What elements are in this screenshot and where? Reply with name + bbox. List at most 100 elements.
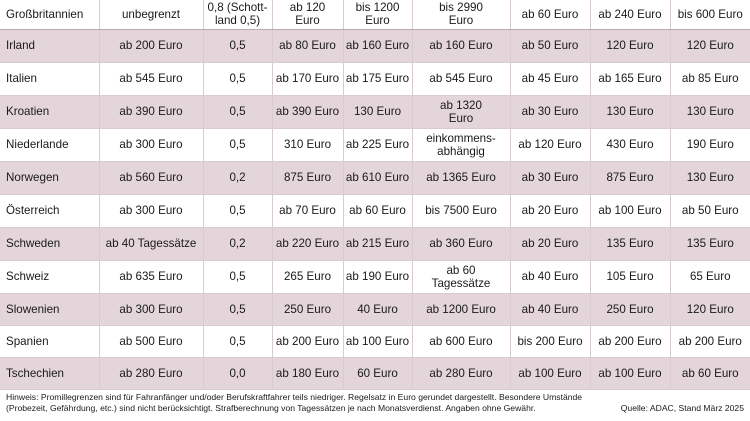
table-row: Niederlande ab 300 Euro 0,5 310 Euro ab 225 … xyxy=(0,128,750,162)
value-cell: 875 Euro xyxy=(589,161,670,195)
value-cell: ab 60 Euro xyxy=(342,194,412,228)
value-cell: 250 Euro xyxy=(271,293,343,326)
value-cell: ab 30 Euro xyxy=(509,161,590,195)
table-footer: Hinweis: Promillegrenzen sind für Fahran… xyxy=(6,392,746,414)
value-cell: 135 Euro xyxy=(589,227,670,261)
value-cell: ab 60 Tagessätze xyxy=(411,260,510,294)
value-cell: 0,2 xyxy=(202,227,272,261)
value-cell: 310 Euro xyxy=(271,128,343,162)
value-cell: ab 80 Euro xyxy=(271,29,343,63)
value-cell: ab 200 Euro xyxy=(98,29,203,63)
value-cell: ab 200 Euro xyxy=(271,325,343,358)
table-row: Tschechien ab 280 Euro 0,0 ab 180 Euro 60 Eu… xyxy=(0,357,750,390)
value-cell: ab 545 Euro xyxy=(98,62,203,96)
value-cell: unbegrenzt xyxy=(98,0,203,30)
value-cell: ab 560 Euro xyxy=(98,161,203,195)
value-cell: ab 360 Euro xyxy=(411,227,510,261)
table-row: Schweden ab 40 Tagessätze 0,2 ab 220 Euro ab… xyxy=(0,227,750,261)
value-cell: ab 610 Euro xyxy=(342,161,412,195)
country-cell: Österreich xyxy=(0,194,99,228)
value-cell: ab 500 Euro xyxy=(98,325,203,358)
value-cell: 130 Euro xyxy=(342,95,412,129)
source-text: Quelle: ADAC, Stand März 2025 xyxy=(620,403,744,413)
value-cell: ab 280 Euro xyxy=(411,357,510,390)
value-cell: bis 7500 Euro xyxy=(411,194,510,228)
value-cell: 875 Euro xyxy=(271,161,343,195)
value-cell: ab 280 Euro xyxy=(98,357,203,390)
value-cell: ab 175 Euro xyxy=(342,62,412,96)
country-cell: Schweden xyxy=(0,227,99,261)
value-cell: ab 635 Euro xyxy=(98,260,203,294)
value-cell: 0,5 xyxy=(202,62,272,96)
value-cell: ab 40 Tagessätze xyxy=(98,227,203,261)
country-cell: Italien xyxy=(0,62,99,96)
country-cell: Kroatien xyxy=(0,95,99,129)
value-cell: ab 60 Euro xyxy=(509,0,590,30)
value-cell: ab 215 Euro xyxy=(342,227,412,261)
value-cell: ab 100 Euro xyxy=(589,194,670,228)
value-cell: ab 120 Euro xyxy=(509,128,590,162)
country-cell: Slowenien xyxy=(0,293,99,326)
value-cell: 130 Euro xyxy=(669,95,750,129)
table-row: Norwegen ab 560 Euro 0,2 875 Euro ab 610 Eur… xyxy=(0,161,750,195)
value-cell: 190 Euro xyxy=(669,128,750,162)
value-cell: ab 20 Euro xyxy=(509,227,590,261)
fines-table: Großbritannien unbegrenzt 0,8 (Schott-land… xyxy=(0,0,750,390)
value-cell: 0,5 xyxy=(202,95,272,129)
value-cell: 105 Euro xyxy=(589,260,670,294)
value-cell: bis 200 Euro xyxy=(509,325,590,358)
value-cell: ab 165 Euro xyxy=(589,62,670,96)
table-row: Kroatien ab 390 Euro 0,5 ab 390 Euro 130 Eur… xyxy=(0,95,750,129)
value-cell: ab 45 Euro xyxy=(509,62,590,96)
footnote-text: Hinweis: Promillegrenzen sind für Fahran… xyxy=(6,392,583,413)
value-cell: ab 160 Euro xyxy=(342,29,412,63)
value-cell: ab 70 Euro xyxy=(271,194,343,228)
value-cell: ab 60 Euro xyxy=(669,357,750,390)
value-cell: ab 30 Euro xyxy=(509,95,590,129)
country-cell: Schweiz xyxy=(0,260,99,294)
value-cell: ab 200 Euro xyxy=(589,325,670,358)
value-cell: 265 Euro xyxy=(271,260,343,294)
value-cell: 0,0 xyxy=(202,357,272,390)
value-cell: ab 190 Euro xyxy=(342,260,412,294)
table-row: Spanien ab 500 Euro 0,5 ab 200 Euro ab 100 E… xyxy=(0,325,750,358)
value-cell: 430 Euro xyxy=(589,128,670,162)
value-cell: 120 Euro xyxy=(589,29,670,63)
value-cell: einkommens-abhängig xyxy=(411,128,510,162)
value-cell: 120 Euro xyxy=(669,29,750,63)
value-cell: 250 Euro xyxy=(589,293,670,326)
value-cell: 0,8 (Schott-land 0,5) xyxy=(202,0,272,30)
value-cell: ab 600 Euro xyxy=(411,325,510,358)
table-row: Österreich ab 300 Euro 0,5 ab 70 Euro ab 60 … xyxy=(0,194,750,228)
value-cell: bis 2990 Euro xyxy=(411,0,510,30)
country-cell: Tschechien xyxy=(0,357,99,390)
value-cell: ab 160 Euro xyxy=(411,29,510,63)
value-cell: ab 180 Euro xyxy=(271,357,343,390)
value-cell: ab 240 Euro xyxy=(589,0,670,30)
value-cell: ab 1320 Euro xyxy=(411,95,510,129)
value-cell: 0,5 xyxy=(202,325,272,358)
value-cell: ab 85 Euro xyxy=(669,62,750,96)
value-cell: 0,2 xyxy=(202,161,272,195)
value-cell: 135 Euro xyxy=(669,227,750,261)
value-cell: ab 300 Euro xyxy=(98,128,203,162)
value-cell: 0,5 xyxy=(202,260,272,294)
value-cell: ab 200 Euro xyxy=(669,325,750,358)
country-cell: Norwegen xyxy=(0,161,99,195)
value-cell: ab 1200 Euro xyxy=(411,293,510,326)
value-cell: bis 600 Euro xyxy=(669,0,750,30)
value-cell: ab 100 Euro xyxy=(589,357,670,390)
value-cell: ab 40 Euro xyxy=(509,260,590,294)
value-cell: bis 1200 Euro xyxy=(342,0,412,30)
value-cell: ab 225 Euro xyxy=(342,128,412,162)
value-cell: ab 390 Euro xyxy=(271,95,343,129)
value-cell: 40 Euro xyxy=(342,293,412,326)
value-cell: ab 40 Euro xyxy=(509,293,590,326)
table-row: Italien ab 545 Euro 0,5 ab 170 Euro ab 175 E… xyxy=(0,62,750,96)
country-cell: Großbritannien xyxy=(0,0,99,30)
value-cell: ab 170 Euro xyxy=(271,62,343,96)
value-cell: ab 390 Euro xyxy=(98,95,203,129)
country-cell: Niederlande xyxy=(0,128,99,162)
country-cell: Irland xyxy=(0,29,99,63)
value-cell: ab 20 Euro xyxy=(509,194,590,228)
